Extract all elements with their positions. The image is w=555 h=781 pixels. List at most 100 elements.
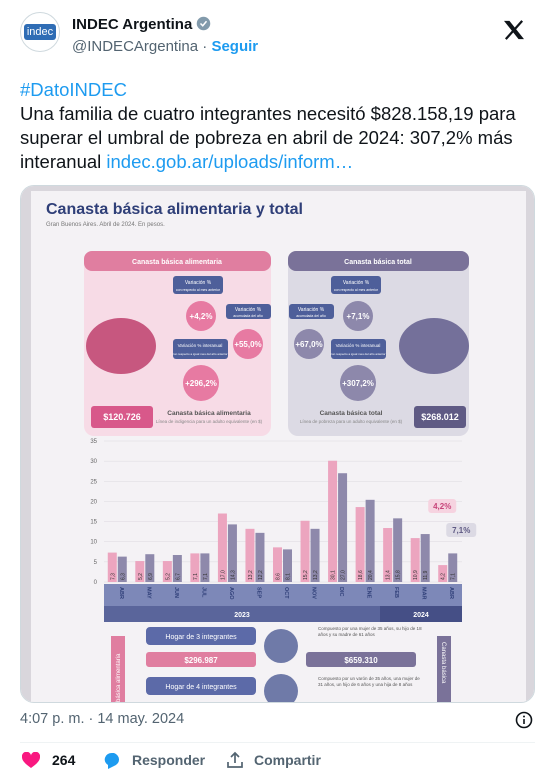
tweet-link[interactable]: indec.gob.ar/uploads/inform… bbox=[106, 151, 354, 172]
value-label: 27,0 bbox=[341, 570, 347, 580]
value-label: 15,2 bbox=[303, 570, 309, 580]
household-desc: Compuesto por una mujer de 35 años, su h… bbox=[318, 626, 422, 637]
divider bbox=[20, 742, 535, 743]
price-box bbox=[91, 406, 153, 428]
follow-button[interactable]: Seguir bbox=[211, 38, 259, 55]
value-label: 7,3 bbox=[110, 573, 116, 580]
y-tick-label: 35 bbox=[90, 439, 97, 445]
callout-bg bbox=[446, 523, 477, 537]
bar bbox=[420, 534, 430, 582]
household-desc-box: Compuesto por un varón de 35 años, una m… bbox=[318, 676, 420, 687]
value-label: 6,9 bbox=[148, 573, 154, 580]
reply-button[interactable]: Responder bbox=[132, 752, 206, 768]
x-tick-label: ABR bbox=[448, 587, 454, 599]
price: $268.012 bbox=[421, 412, 459, 422]
bar bbox=[245, 528, 255, 582]
value-label: 7,1 bbox=[451, 573, 457, 580]
year-label: 2024 bbox=[413, 612, 429, 619]
bar bbox=[135, 561, 145, 582]
x-logo[interactable] bbox=[503, 20, 525, 40]
var-sub: acumulada del año bbox=[233, 314, 263, 318]
bubble bbox=[331, 276, 381, 294]
bar bbox=[162, 561, 172, 582]
var-sub: con respecto al mes anterior bbox=[334, 288, 379, 292]
media[interactable]: Canasta básica alimentaria y total Gran … bbox=[20, 185, 535, 703]
bubble bbox=[226, 304, 271, 319]
name: INDEC Argentina bbox=[72, 16, 193, 33]
handle-row: @INDECArgentina · Seguir bbox=[72, 38, 258, 55]
var-value: +67,0% bbox=[295, 340, 322, 349]
var-title: Variación % bbox=[185, 280, 212, 286]
info-title: Canasta básica alimentaria y total bbox=[46, 201, 303, 218]
bar bbox=[145, 554, 155, 582]
var-sub: con respecto a igual mes del año anterio… bbox=[330, 352, 385, 356]
separator: · bbox=[202, 38, 208, 55]
month-band bbox=[104, 584, 462, 606]
like-count[interactable]: 264 bbox=[52, 752, 76, 768]
bar bbox=[438, 565, 448, 582]
tweet-text: #DatoINDEC Una familia de cuatro integran… bbox=[20, 78, 540, 174]
x-tick-label: AGO bbox=[228, 587, 234, 600]
x-tick-label: OCT bbox=[283, 587, 289, 599]
right-header-bg bbox=[288, 251, 469, 271]
bar bbox=[383, 528, 393, 582]
like-icon[interactable] bbox=[22, 752, 40, 769]
side-label: básica alimentaria bbox=[116, 653, 122, 702]
x-tick-label: JUL bbox=[200, 587, 206, 598]
value-label: 4,2 bbox=[441, 573, 447, 580]
share-icon[interactable] bbox=[226, 751, 244, 769]
side-band bbox=[437, 636, 451, 702]
verified-badge bbox=[197, 16, 211, 31]
var-value: +7,1% bbox=[347, 312, 370, 321]
callout-bg bbox=[428, 499, 457, 513]
tweet-body: Una familia de cuatro integrantes necesi… bbox=[20, 103, 516, 172]
household-title: Hogar de 4 integrantes bbox=[165, 684, 237, 691]
var-circle bbox=[340, 365, 376, 401]
avatar[interactable]: indec bbox=[20, 12, 60, 52]
bar bbox=[190, 553, 200, 582]
value-label: 15,8 bbox=[396, 570, 402, 580]
x-tick-label: NOV bbox=[311, 587, 317, 599]
bar bbox=[273, 547, 282, 582]
bar bbox=[328, 460, 338, 582]
var-circle bbox=[343, 301, 373, 331]
basket bbox=[399, 318, 469, 374]
author-name[interactable]: INDEC Argentina bbox=[72, 16, 211, 33]
value-label: 13,2 bbox=[248, 570, 254, 580]
avatar-text: indec bbox=[23, 24, 57, 40]
value-label: 7,1 bbox=[203, 573, 209, 580]
household-icon bbox=[264, 674, 298, 702]
info-subtitle: Gran Buenos Aires. Abril de 2024. En pes… bbox=[46, 222, 165, 228]
value-label: 6,3 bbox=[120, 573, 126, 580]
household-title-bg bbox=[146, 677, 256, 695]
bar bbox=[448, 553, 458, 582]
household-title-bg bbox=[146, 627, 256, 645]
value-label: 6,7 bbox=[175, 573, 181, 580]
side-label: Canasta básica bbox=[440, 642, 446, 684]
var-circle bbox=[183, 365, 219, 401]
reply-icon[interactable] bbox=[104, 752, 122, 769]
panel-label: Canasta básica total bbox=[320, 410, 383, 417]
handle[interactable]: @INDECArgentina bbox=[72, 38, 199, 55]
year-label: 2023 bbox=[234, 612, 250, 619]
timestamp[interactable]: 4:07 p. m. · 14 may. 2024 bbox=[20, 711, 185, 727]
var-value: +4,2% bbox=[190, 312, 213, 321]
share-button[interactable]: Compartir bbox=[254, 752, 321, 768]
callout: 7,1% bbox=[452, 526, 470, 535]
var-sub: con respecto al mes anterior bbox=[176, 288, 221, 292]
x-tick-label: MAY bbox=[145, 587, 151, 599]
info-icon[interactable] bbox=[515, 711, 533, 729]
var-circle bbox=[233, 329, 263, 359]
household-cba: $296.987 bbox=[184, 656, 218, 665]
var-title: Variación % bbox=[298, 307, 325, 313]
bar bbox=[227, 524, 237, 582]
value-label: 20,4 bbox=[368, 570, 374, 580]
x-tick-label: MAR bbox=[421, 587, 427, 600]
household-title: Hogar de 3 integrantes bbox=[165, 634, 237, 641]
value-label: 8,1 bbox=[286, 573, 292, 580]
bar bbox=[310, 528, 320, 582]
x-tick-label: DIC bbox=[338, 587, 344, 597]
x-tick-label: ENE bbox=[366, 587, 372, 599]
bar bbox=[117, 556, 127, 582]
hashtag[interactable]: #DatoINDEC bbox=[20, 79, 127, 100]
